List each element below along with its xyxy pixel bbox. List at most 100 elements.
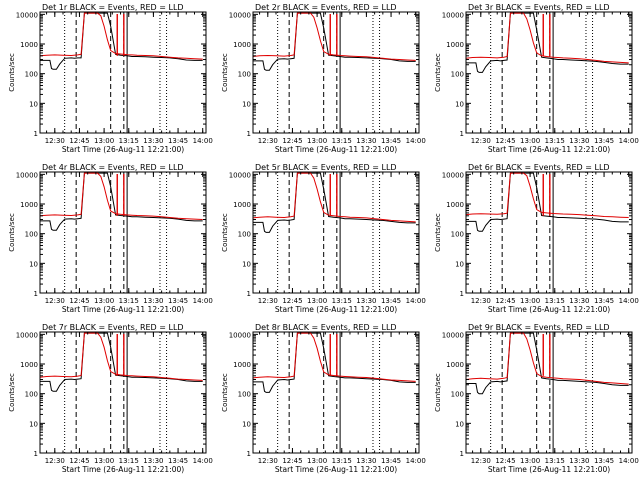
events-series-line [253,12,416,71]
events-series-line [253,332,416,393]
plot-frame [39,331,207,454]
panel-title: Det 2r BLACK = Events, RED = LLD [255,3,397,12]
y-tick-label: 100 [25,71,38,79]
x-tick-label: 12:30 [45,457,65,465]
plot-frame [465,11,633,134]
y-tick-label: 1000 [446,41,464,49]
x-tick-label: 13:45 [168,297,188,305]
y-axis-label: Counts/sec [221,373,229,412]
x-tick-label: 12:45 [69,297,89,305]
x-tick-label: 13:00 [307,457,327,465]
panel-title: Det 7r BLACK = Events, RED = LLD [42,323,184,332]
panel-title: Det 4r BLACK = Events, RED = LLD [42,163,184,172]
panel-6: Det 6r BLACK = Events, RED = LLD 1 10 100 10… [434,163,639,314]
lld-series-line [466,12,629,64]
x-tick-label: 13:15 [545,137,565,145]
x-tick-label: 12:45 [282,457,302,465]
panel-7: Det 7r BLACK = Events, RED = LLD 1 10 100 10… [8,323,213,474]
x-tick-label: 13:15 [545,457,565,465]
panel-4: Det 4r BLACK = Events, RED = LLD 1 10 100 10… [8,163,213,314]
y-tick-label: 1000 [20,361,38,369]
y-tick-label: 10000 [229,171,251,179]
lld-series-line [40,12,203,60]
x-tick-label: 14:00 [193,457,213,465]
x-tick-label: 13:30 [356,457,376,465]
panel-title: Det 9r BLACK = Events, RED = LLD [468,323,610,332]
panel-3: Det 3r BLACK = Events, RED = LLD 1 10 100 10… [434,3,639,154]
y-tick-label: 100 [25,391,38,399]
x-tick-label: 13:45 [594,297,614,305]
y-axis-label: Counts/sec [434,53,442,92]
x-tick-label: 12:30 [471,137,491,145]
x-tick-label: 13:45 [381,297,401,305]
y-tick-label: 1 [34,290,38,298]
y-tick-label: 100 [25,231,38,239]
x-axis-label: Start Time (26-Aug-11 12:21:00) [488,465,610,474]
x-tick-label: 13:00 [94,457,114,465]
y-tick-label: 1 [460,290,464,298]
y-tick-label: 1 [34,450,38,458]
panel-title: Det 6r BLACK = Events, RED = LLD [468,163,610,172]
y-tick-label: 1000 [233,361,251,369]
x-tick-label: 13:30 [356,297,376,305]
plot-frame [39,11,207,134]
x-tick-label: 12:45 [282,137,302,145]
y-tick-label: 10000 [229,331,251,339]
x-tick-label: 13:45 [168,137,188,145]
x-tick-label: 13:15 [119,457,139,465]
y-axis-label: Counts/sec [434,213,442,252]
y-tick-label: 100 [238,71,251,79]
panel-title: Det 1r BLACK = Events, RED = LLD [42,3,184,12]
x-tick-label: 12:45 [69,457,89,465]
x-axis-label: Start Time (26-Aug-11 12:21:00) [275,465,397,474]
x-tick-label: 13:15 [332,457,352,465]
y-tick-label: 10 [242,260,251,268]
x-tick-label: 14:00 [619,137,639,145]
x-tick-label: 13:30 [143,457,163,465]
y-axis-label: Counts/sec [8,373,16,412]
events-series-line [40,172,203,231]
y-tick-label: 1 [247,130,251,138]
x-tick-label: 14:00 [406,457,426,465]
panel-5: Det 5r BLACK = Events, RED = LLD 1 10 100 10… [221,163,426,314]
y-tick-label: 10000 [16,11,38,19]
x-tick-label: 13:45 [381,137,401,145]
panel-title: Det 3r BLACK = Events, RED = LLD [468,3,610,12]
y-axis-label: Counts/sec [8,213,16,252]
x-tick-label: 12:30 [471,297,491,305]
y-tick-label: 10 [29,420,38,428]
x-tick-label: 12:45 [495,137,515,145]
x-tick-label: 13:45 [594,457,614,465]
y-tick-label: 10000 [442,171,464,179]
lld-series-line [40,172,203,220]
x-axis-label: Start Time (26-Aug-11 12:21:00) [275,145,397,154]
lld-series-line [253,332,416,382]
x-tick-label: 13:15 [545,297,565,305]
y-tick-label: 10 [29,260,38,268]
panel-title: Det 5r BLACK = Events, RED = LLD [255,163,397,172]
y-tick-label: 100 [238,231,251,239]
y-axis-label: Counts/sec [221,213,229,252]
lld-series-line [253,172,416,223]
y-tick-label: 1000 [446,201,464,209]
x-tick-label: 12:45 [495,297,515,305]
lld-series-line [253,12,416,61]
plot-frame [252,331,420,454]
y-tick-label: 10 [242,100,251,108]
y-tick-label: 10 [455,260,464,268]
plot-frame [465,171,633,294]
plot-frame [252,171,420,294]
x-tick-label: 13:30 [569,457,589,465]
x-tick-label: 13:30 [569,137,589,145]
panel-title: Det 8r BLACK = Events, RED = LLD [255,323,397,332]
x-tick-label: 13:45 [381,457,401,465]
panel-2: Det 2r BLACK = Events, RED = LLD 1 10 100 10… [221,3,426,154]
events-series-line [466,12,629,73]
y-tick-label: 10 [455,100,464,108]
x-tick-label: 13:00 [307,137,327,145]
y-tick-label: 10 [455,420,464,428]
x-tick-label: 14:00 [193,297,213,305]
x-tick-label: 14:00 [619,457,639,465]
